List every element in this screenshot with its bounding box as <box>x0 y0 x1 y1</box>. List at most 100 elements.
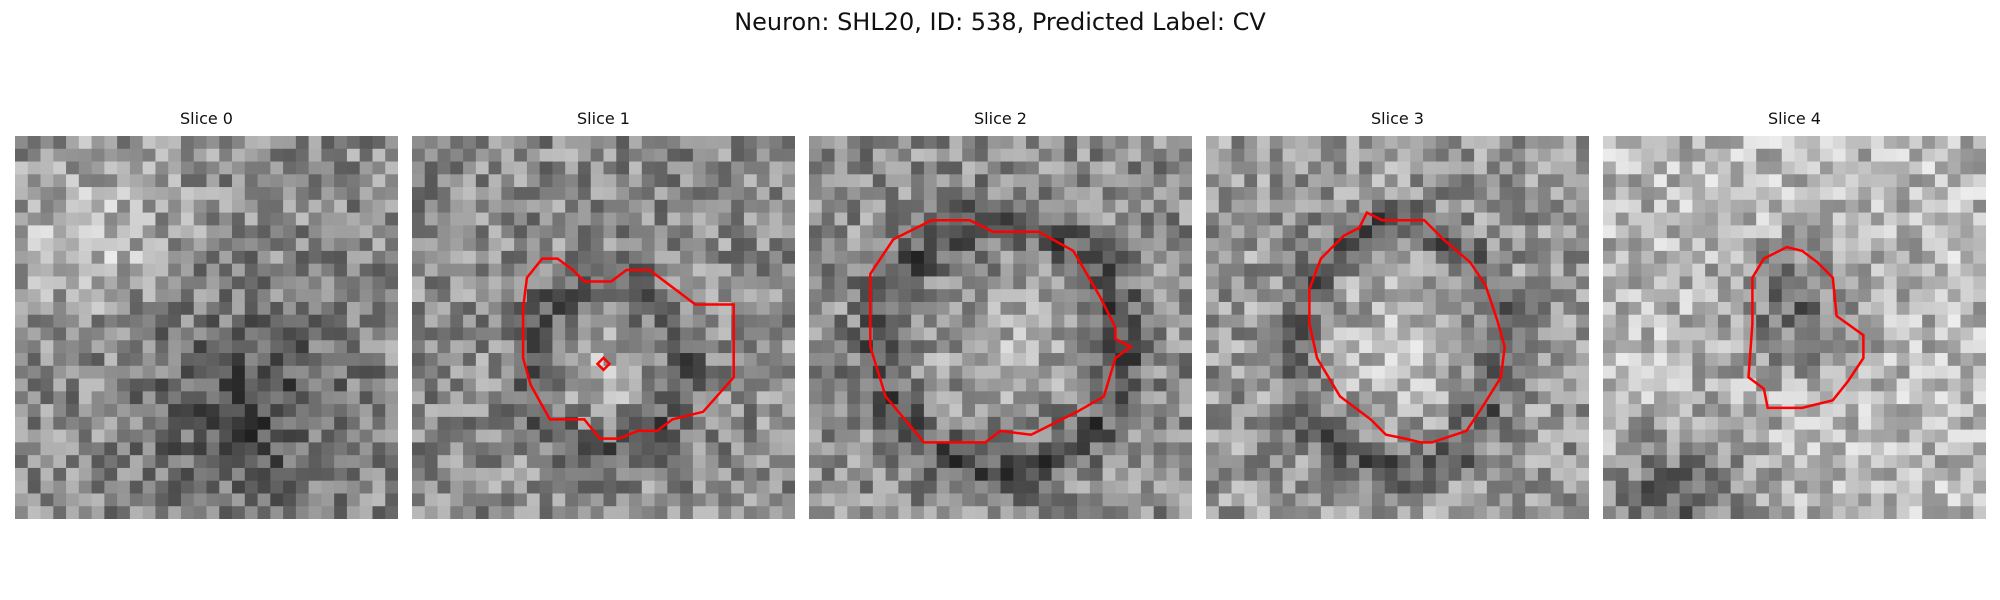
image-pixel <box>1257 365 1271 379</box>
image-pixel <box>1140 263 1155 277</box>
image-pixel <box>295 365 310 379</box>
image-pixel <box>1474 480 1488 494</box>
image-pixel <box>283 238 297 252</box>
image-pixel <box>142 391 156 405</box>
image-pixel <box>1641 187 1655 201</box>
image-pixel <box>821 148 835 162</box>
image-pixel <box>1934 327 1949 341</box>
image-pixel <box>1563 276 1577 290</box>
image-pixel <box>1064 174 1078 188</box>
image-pixel <box>232 365 246 379</box>
image-pixel <box>1960 429 1974 443</box>
image-pixel <box>1269 391 1283 405</box>
image-pixel <box>1206 416 1220 431</box>
image-pixel <box>244 455 258 469</box>
image-pixel <box>1909 340 1923 354</box>
image-pixel <box>834 416 848 431</box>
image-pixel <box>769 467 783 482</box>
image-pixel <box>180 136 195 150</box>
image-pixel <box>1692 136 1706 150</box>
image-pixel <box>654 225 668 239</box>
image-pixel <box>359 238 373 252</box>
image-pixel <box>334 391 348 405</box>
image-pixel <box>1179 480 1192 494</box>
image-pixel <box>1563 429 1577 443</box>
image-pixel <box>1269 161 1283 175</box>
image-pixel <box>629 187 643 201</box>
image-pixel <box>1064 378 1078 392</box>
image-pixel <box>539 276 553 290</box>
image-pixel <box>232 238 246 252</box>
image-pixel <box>244 314 258 328</box>
image-pixel <box>142 238 156 252</box>
image-pixel <box>1794 340 1808 354</box>
image-pixel <box>705 416 719 431</box>
image-pixel <box>1499 148 1513 162</box>
image-pixel <box>898 391 912 405</box>
image-pixel <box>219 378 233 392</box>
image-pixel <box>346 353 361 367</box>
image-pixel <box>1641 161 1655 175</box>
image-pixel <box>1525 429 1539 443</box>
image-pixel <box>1794 136 1808 150</box>
image-pixel <box>1845 136 1859 150</box>
image-pixel <box>962 301 976 316</box>
image-pixel <box>1000 467 1014 482</box>
image-pixel <box>1166 365 1180 379</box>
image-pixel <box>1756 506 1770 519</box>
segmentation-contour <box>869 219 1134 444</box>
image-pixel <box>1435 378 1449 392</box>
image-pixel <box>1576 263 1589 277</box>
image-pixel <box>1115 467 1129 482</box>
image-pixel <box>372 404 386 418</box>
image-pixel <box>1218 161 1232 175</box>
image-pixel <box>308 467 322 482</box>
image-pixel <box>1269 480 1283 494</box>
image-pixel <box>936 136 950 150</box>
image-pixel <box>283 480 297 494</box>
image-pixel <box>1013 404 1027 418</box>
image-pixel <box>1269 378 1283 392</box>
image-pixel <box>1781 314 1795 328</box>
image-pixel <box>1346 480 1360 494</box>
image-pixel <box>385 161 398 175</box>
image-pixel <box>1179 455 1192 469</box>
image-pixel <box>1244 289 1258 303</box>
image-pixel <box>1781 263 1795 277</box>
image-pixel <box>437 199 451 213</box>
image-pixel <box>27 174 41 188</box>
image-pixel <box>705 455 719 469</box>
image-pixel <box>359 442 373 456</box>
image-pixel <box>1333 493 1347 507</box>
image-pixel <box>1922 340 1936 354</box>
image-pixel <box>1666 148 1680 162</box>
image-pixel <box>1461 467 1475 482</box>
image-pixel <box>308 404 322 418</box>
image-pixel <box>334 174 348 188</box>
image-pixel <box>1615 212 1629 226</box>
image-pixel <box>117 506 131 519</box>
image-pixel <box>1896 480 1910 494</box>
image-pixel <box>1525 199 1539 213</box>
image-pixel <box>1550 429 1564 443</box>
image-pixel <box>1537 161 1552 175</box>
image-pixel <box>372 187 386 201</box>
image-pixel <box>206 276 220 290</box>
image-pixel <box>974 480 989 494</box>
image-pixel <box>1499 276 1513 290</box>
image-pixel <box>321 238 335 252</box>
image-pixel <box>809 136 823 150</box>
image-pixel <box>1499 378 1513 392</box>
image-pixel <box>1077 212 1091 226</box>
image-pixel <box>1128 212 1142 226</box>
image-pixel <box>1858 416 1872 431</box>
image-pixel <box>962 467 976 482</box>
image-pixel <box>1397 314 1411 328</box>
image-pixel <box>834 327 848 341</box>
image-pixel <box>1140 301 1155 316</box>
image-pixel <box>1166 340 1180 354</box>
image-pixel <box>1218 174 1232 188</box>
image-pixel <box>1038 136 1052 150</box>
image-pixel <box>1743 250 1757 265</box>
image-pixel <box>860 187 874 201</box>
